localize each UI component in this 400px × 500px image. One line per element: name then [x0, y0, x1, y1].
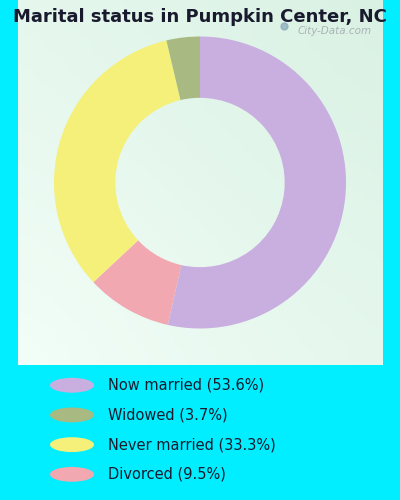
- Circle shape: [50, 467, 94, 482]
- Wedge shape: [166, 36, 200, 100]
- Text: City-Data.com: City-Data.com: [298, 26, 372, 36]
- Wedge shape: [54, 40, 180, 282]
- Circle shape: [50, 437, 94, 452]
- Text: Marital status in Pumpkin Center, NC: Marital status in Pumpkin Center, NC: [13, 8, 387, 26]
- Text: Widowed (3.7%): Widowed (3.7%): [108, 408, 228, 422]
- Circle shape: [50, 408, 94, 422]
- Circle shape: [50, 378, 94, 392]
- Wedge shape: [93, 240, 181, 325]
- Wedge shape: [168, 36, 346, 329]
- Text: Now married (53.6%): Now married (53.6%): [108, 378, 264, 393]
- Text: Divorced (9.5%): Divorced (9.5%): [108, 467, 226, 482]
- Text: Never married (33.3%): Never married (33.3%): [108, 437, 276, 452]
